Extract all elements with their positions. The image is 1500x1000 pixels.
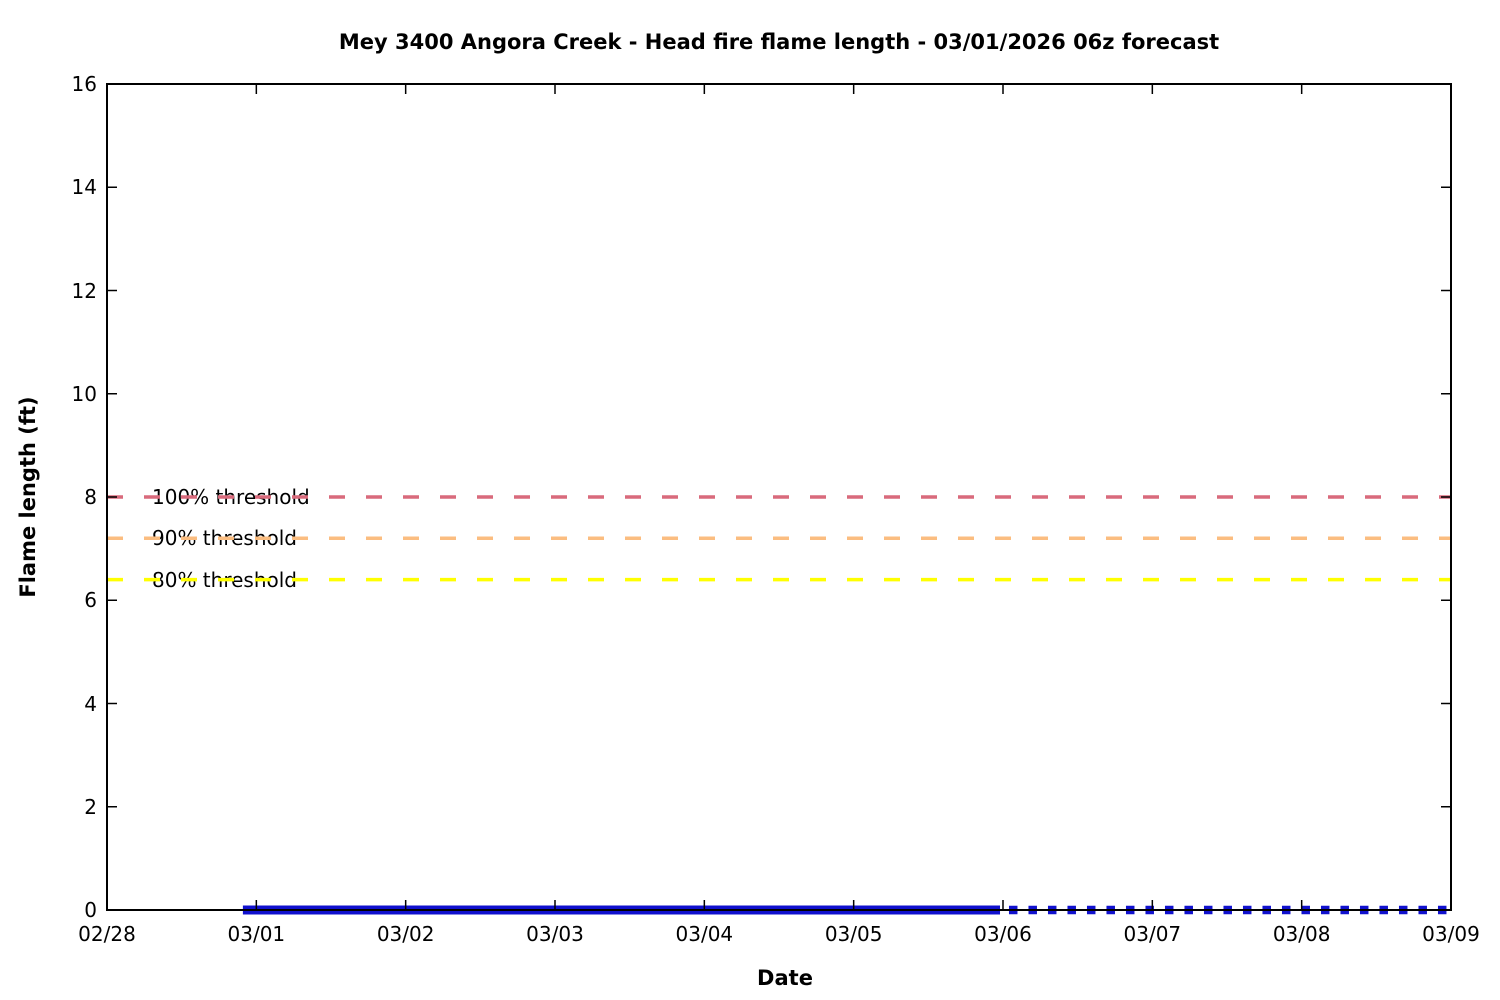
x-tick-label-03-06: 03/06 — [974, 922, 1032, 946]
y-tick-label-0: 0 — [84, 898, 97, 922]
y-tick-label-6: 6 — [84, 588, 97, 613]
y-tick-label-8: 8 — [84, 485, 97, 509]
y-tick-label-16: 16 — [71, 72, 97, 96]
y-tick-label-14: 14 — [71, 175, 97, 200]
x-tick-label-03-05: 03/05 — [824, 922, 883, 946]
y-tick-label-12: 12 — [71, 278, 97, 303]
x-tick-label-03-07: 03/07 — [1123, 922, 1182, 946]
y-tick-label-4: 4 — [84, 691, 97, 716]
x-axis-label: Date — [757, 966, 813, 990]
chart-title: Mey 3400 Angora Creek - Head fire flame … — [338, 30, 1220, 54]
y-tick-label-2: 2 — [84, 794, 97, 819]
x-tick-label-03-09: 03/09 — [1422, 922, 1480, 946]
x-tick-label-03-01: 03/01 — [227, 922, 286, 946]
x-tick-label-02-28: 02/28 — [78, 922, 136, 946]
x-tick-label-03-04: 03/04 — [675, 922, 734, 946]
x-tick-label-03-08: 03/08 — [1272, 922, 1331, 946]
x-tick-label-03-03: 03/03 — [526, 922, 584, 946]
x-tick-label-03-02: 03/02 — [376, 922, 435, 946]
y-tick-label-10: 10 — [71, 381, 97, 406]
